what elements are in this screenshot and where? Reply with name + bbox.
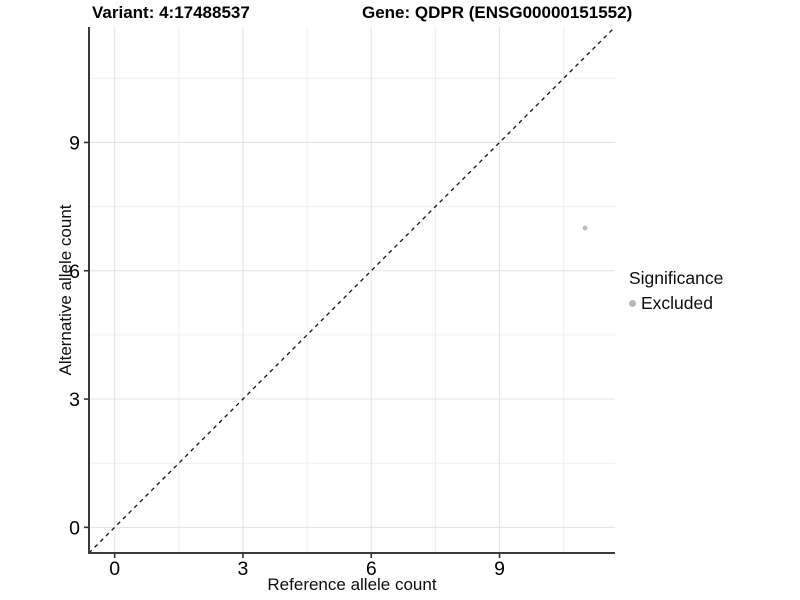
y-axis-title: Alternative allele count xyxy=(56,204,75,376)
legend-item: Excluded xyxy=(629,293,723,314)
y-tick-label: 3 xyxy=(69,389,80,411)
y-tick-label: 6 xyxy=(69,261,80,283)
plot-title-variant: Variant: 4:17488537 xyxy=(92,3,250,22)
identity-reference-line xyxy=(88,26,616,554)
excluded-dot-icon xyxy=(629,300,636,307)
data-point xyxy=(582,225,588,231)
x-tick-label: 6 xyxy=(366,558,377,580)
x-tick-label: 9 xyxy=(494,558,505,580)
x-axis-title: Reference allele count xyxy=(267,575,437,594)
y-tick-label: 0 xyxy=(69,517,80,539)
plot-title-gene: Gene: QDPR (ENSG00000151552) xyxy=(362,3,633,22)
legend-title: Significance xyxy=(629,268,724,288)
x-tick-label: 3 xyxy=(238,558,249,580)
legend-item-label: Excluded xyxy=(641,293,713,313)
x-tick-label: 0 xyxy=(109,558,120,580)
legend: Significance Excluded xyxy=(629,268,723,314)
y-tick-label: 9 xyxy=(69,132,80,154)
